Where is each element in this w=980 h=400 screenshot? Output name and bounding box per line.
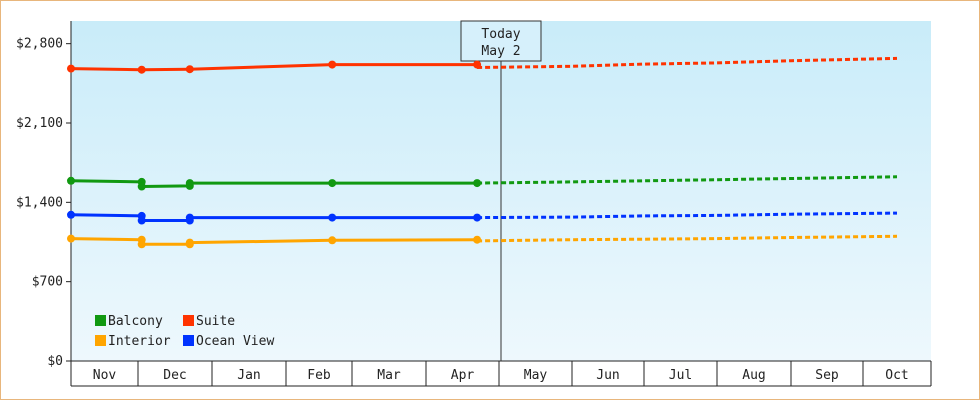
legend-swatch bbox=[95, 315, 106, 326]
series-balcony bbox=[67, 175, 898, 191]
balcony-point[interactable] bbox=[328, 179, 337, 188]
ocean-view-forecast-line bbox=[477, 211, 898, 220]
today-box bbox=[460, 20, 542, 62]
y-tick-label: $2,800 bbox=[16, 37, 63, 52]
series-interior bbox=[67, 234, 898, 249]
y-tick-label: $700 bbox=[32, 275, 63, 290]
balcony-point[interactable] bbox=[67, 176, 75, 185]
x-tick-label: Apr bbox=[451, 368, 475, 383]
suite-point[interactable] bbox=[67, 64, 75, 73]
x-tick-label: Mar bbox=[377, 368, 401, 383]
x-tick-label: Nov bbox=[93, 368, 117, 383]
ocean-view-point[interactable] bbox=[185, 213, 194, 222]
legend-swatch bbox=[95, 335, 106, 346]
suite-point[interactable] bbox=[185, 65, 194, 74]
legend-item-suite[interactable]: Suite bbox=[183, 314, 235, 329]
x-tick-label: Jan bbox=[237, 368, 260, 383]
legend-label: Ocean View bbox=[196, 334, 274, 349]
y-axis: $0 $700 $1,400 $2,100 $2,800 bbox=[16, 21, 72, 369]
x-tick-label: Sep bbox=[815, 368, 839, 383]
ocean-view-point[interactable] bbox=[473, 213, 482, 222]
balcony-forecast-line bbox=[477, 175, 898, 185]
interior-point[interactable] bbox=[473, 235, 482, 244]
legend-swatch bbox=[183, 315, 194, 326]
x-tick-label: Aug bbox=[742, 368, 765, 383]
x-tick-label: May bbox=[524, 368, 548, 383]
interior-point[interactable] bbox=[185, 238, 194, 247]
series-layer bbox=[67, 56, 898, 249]
ocean-view-point[interactable] bbox=[328, 213, 337, 222]
series-suite bbox=[67, 56, 898, 74]
series-ocean-view bbox=[67, 210, 898, 225]
balcony-point[interactable] bbox=[185, 179, 194, 188]
x-tick-label: Jul bbox=[669, 368, 692, 383]
ocean-view-point[interactable] bbox=[67, 210, 75, 219]
suite-point[interactable] bbox=[137, 65, 146, 74]
y-tick-label: $0 bbox=[47, 354, 63, 369]
legend-item-balcony[interactable]: Balcony bbox=[95, 314, 163, 329]
legend[interactable]: Balcony Suite Interior Ocean View bbox=[95, 314, 274, 349]
legend-label: Suite bbox=[196, 314, 235, 329]
x-tick-label: Feb bbox=[307, 368, 331, 383]
balcony-point[interactable] bbox=[137, 182, 146, 191]
today-marker: Today May 2 bbox=[460, 20, 542, 361]
x-tick-label: Oct bbox=[885, 368, 908, 383]
today-label: Today bbox=[481, 27, 520, 42]
interior-point[interactable] bbox=[67, 234, 75, 243]
y-tick-label: $1,400 bbox=[16, 195, 63, 210]
y-tick-label: $2,100 bbox=[16, 116, 63, 131]
suite-point[interactable] bbox=[473, 60, 482, 69]
interior-point[interactable] bbox=[328, 236, 337, 245]
legend-item-ocean-view[interactable]: Ocean View bbox=[183, 334, 274, 349]
x-tick-label: Dec bbox=[163, 368, 186, 383]
balcony-point[interactable] bbox=[473, 179, 482, 188]
legend-label: Interior bbox=[108, 334, 171, 349]
interior-point[interactable] bbox=[137, 240, 146, 249]
legend-item-interior[interactable]: Interior bbox=[95, 334, 171, 349]
suite-forecast-line bbox=[477, 56, 898, 69]
today-date: May 2 bbox=[481, 44, 520, 59]
suite-point[interactable] bbox=[328, 60, 337, 69]
ocean-view-point[interactable] bbox=[137, 216, 146, 225]
legend-label: Balcony bbox=[108, 314, 163, 329]
legend-swatch bbox=[183, 335, 194, 346]
x-tick-label: Jun bbox=[596, 368, 619, 383]
x-axis: Nov Dec Jan Feb Mar Apr May Jun Jul Aug Sep Oct bbox=[70, 360, 932, 387]
interior-forecast-line bbox=[477, 234, 898, 243]
